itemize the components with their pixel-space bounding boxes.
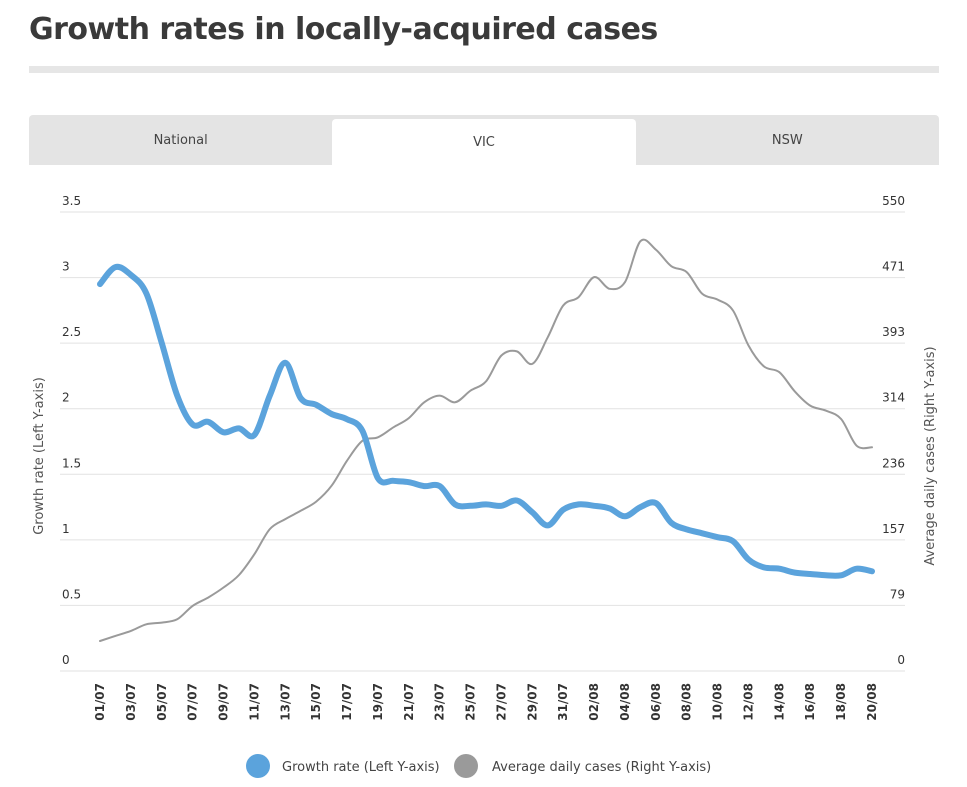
- right-y-axis-title: Average daily cases (Right Y-axis): [923, 346, 938, 565]
- left-tick-label: 1.5: [62, 456, 81, 470]
- left-tick-label: 3.5: [62, 194, 81, 208]
- x-tick-label: 31/07: [556, 683, 570, 721]
- left-tick-label: 3: [62, 260, 70, 274]
- x-tick-label: 01/07: [93, 683, 107, 721]
- right-tick-label: 471: [882, 260, 905, 274]
- cases-series-line: [99, 238, 873, 642]
- right-tick-label: 157: [882, 522, 905, 536]
- growth-series-line: [97, 263, 875, 579]
- left-tick-label: 0.5: [62, 587, 81, 601]
- x-tick-label: 02/08: [587, 683, 601, 721]
- right-tick-label: 0: [897, 653, 905, 667]
- x-tick-label: 11/07: [247, 683, 261, 721]
- x-tick-label: 14/08: [772, 683, 786, 721]
- left-y-axis-title: Growth rate (Left Y-axis): [32, 377, 47, 535]
- x-tick-label: 13/07: [278, 683, 292, 721]
- region-tabs: National VIC NSW: [29, 115, 939, 165]
- legend-cases-marker[interactable]: [454, 754, 478, 778]
- x-tick-label: 27/07: [494, 683, 508, 721]
- x-tick-label: 05/07: [155, 683, 169, 721]
- x-tick-label: 17/07: [340, 683, 354, 721]
- x-tick-label: 19/07: [371, 683, 385, 721]
- right-tick-label: 236: [882, 456, 905, 470]
- x-tick-label: 23/07: [433, 683, 447, 721]
- legend-growth-marker[interactable]: [246, 754, 270, 778]
- legend: Growth rate (Left Y-axis) Average daily …: [246, 754, 711, 778]
- x-tick-label: 18/08: [834, 683, 848, 721]
- x-tick-label: 16/08: [803, 683, 817, 721]
- tab-vic[interactable]: VIC: [332, 119, 636, 165]
- x-tick-label: 15/07: [309, 683, 323, 721]
- x-tick-label: 07/07: [186, 683, 200, 721]
- x-tick-label: 12/08: [741, 683, 755, 721]
- x-tick-label: 03/07: [124, 683, 138, 721]
- x-tick-label: 04/08: [618, 683, 632, 721]
- left-tick-label: 1: [62, 522, 70, 536]
- title-divider: [29, 66, 939, 73]
- page-title: Growth rates in locally-acquired cases: [29, 12, 658, 47]
- x-axis-ticks: 01/07 03/07 05/07 07/07 09/07 11/07 13/07 15/07…: [93, 683, 879, 721]
- right-tick-label: 550: [882, 194, 905, 208]
- chart-grid: [60, 211, 905, 672]
- right-tick-label: 79: [890, 587, 905, 601]
- left-tick-label: 2: [62, 391, 70, 405]
- x-tick-label: 21/07: [402, 683, 416, 721]
- legend-growth-label[interactable]: Growth rate (Left Y-axis): [282, 760, 440, 775]
- legend-cases-label[interactable]: Average daily cases (Right Y-axis): [492, 760, 711, 775]
- x-tick-label: 09/07: [217, 683, 231, 721]
- x-tick-label: 08/08: [680, 683, 694, 721]
- left-y-axis-ticks: 0 0.5 1 1.5 2 2.5 3 3.5: [62, 194, 81, 667]
- x-tick-label: 29/07: [525, 683, 539, 721]
- tab-nsw[interactable]: NSW: [771, 132, 803, 148]
- left-tick-label: 2.5: [62, 325, 81, 339]
- x-tick-label: 06/08: [649, 683, 663, 721]
- x-tick-label: 20/08: [865, 683, 879, 721]
- tab-national[interactable]: National: [153, 132, 208, 148]
- right-tick-label: 393: [882, 325, 905, 339]
- left-tick-label: 0: [62, 653, 70, 667]
- right-tick-label: 314: [882, 391, 905, 405]
- right-y-axis-ticks: 0 79 157 236 314 393 471 550: [882, 194, 905, 667]
- x-tick-label: 25/07: [464, 683, 478, 721]
- x-tick-label: 10/08: [711, 683, 725, 721]
